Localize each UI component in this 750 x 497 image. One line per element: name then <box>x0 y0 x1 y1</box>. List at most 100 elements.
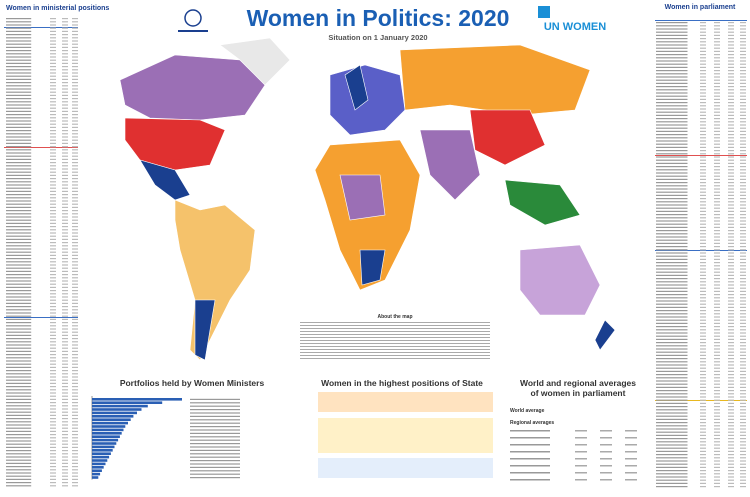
list-row-value <box>72 235 78 237</box>
list-row-value <box>740 457 746 459</box>
list-row-value <box>72 98 78 100</box>
portfolio-bar <box>92 459 108 462</box>
list-row-value <box>72 126 78 128</box>
list-row-text <box>656 194 688 196</box>
avg-row-value <box>600 465 612 467</box>
list-row-value <box>714 380 720 382</box>
portfolio-label <box>190 432 240 434</box>
list-row-value <box>740 63 746 65</box>
portfolio-bar <box>92 438 119 442</box>
list-row-text <box>6 213 32 215</box>
list-row-value <box>740 108 746 110</box>
list-row-value <box>740 41 746 43</box>
list-row-text <box>6 168 32 170</box>
list-row-value <box>62 248 68 250</box>
list-row-value <box>714 367 720 369</box>
list-row-text <box>6 443 32 445</box>
list-row-value <box>62 341 68 343</box>
avg-row-label <box>510 437 550 439</box>
list-row-value <box>62 200 68 202</box>
list-row-value <box>72 315 78 317</box>
list-row-value <box>740 204 746 206</box>
list-row-value <box>72 318 78 320</box>
list-row-value <box>72 62 78 64</box>
list-row-text <box>656 226 688 228</box>
list-row-text <box>656 162 688 164</box>
list-row-value <box>62 398 68 400</box>
list-row-value <box>700 79 706 81</box>
list-row-text <box>656 300 688 302</box>
list-row-value <box>714 242 720 244</box>
list-row-value <box>72 402 78 404</box>
list-row-value <box>50 238 56 240</box>
list-row-value <box>740 434 746 436</box>
list-row-value <box>740 150 746 152</box>
list-row-value <box>714 162 720 164</box>
list-row-value <box>50 190 56 192</box>
list-row-text <box>656 409 688 411</box>
list-row-value <box>700 82 706 84</box>
list-row-text <box>656 262 688 264</box>
list-row-value <box>714 412 720 414</box>
list-row-text <box>656 258 688 260</box>
list-row-value <box>72 395 78 397</box>
list-row-text <box>6 82 32 84</box>
list-row-value <box>728 31 734 33</box>
list-row-value <box>728 354 734 356</box>
list-row-value <box>700 108 706 110</box>
list-row-value <box>50 328 56 330</box>
list-row-value <box>72 261 78 263</box>
list-row-text <box>656 406 688 408</box>
list-row-value <box>50 309 56 311</box>
list-row-value <box>728 332 734 334</box>
list-row-text <box>6 376 32 378</box>
list-row-value <box>700 89 706 91</box>
list-row-value <box>62 309 68 311</box>
list-row-value <box>50 280 56 282</box>
list-row-value <box>700 175 706 177</box>
list-row-value <box>700 198 706 200</box>
list-row-text <box>6 85 32 87</box>
list-row-value <box>50 402 56 404</box>
list-row-value <box>50 264 56 266</box>
list-row-value <box>714 82 720 84</box>
list-row-text <box>6 18 32 20</box>
list-row-value <box>72 274 78 276</box>
list-row-value <box>50 386 56 388</box>
list-row-value <box>62 178 68 180</box>
list-row-text <box>6 98 32 100</box>
list-row-value <box>714 386 720 388</box>
list-row-value <box>700 118 706 120</box>
list-row-value <box>62 366 68 368</box>
list-row-value <box>50 114 56 116</box>
portfolio-label <box>190 415 240 417</box>
list-row-value <box>714 50 720 52</box>
list-row-value <box>740 172 746 174</box>
list-row-text <box>6 242 32 244</box>
list-row-value <box>728 134 734 136</box>
list-row-value <box>62 376 68 378</box>
list-row-text <box>656 210 688 212</box>
list-row-value <box>50 418 56 420</box>
list-row-value <box>700 44 706 46</box>
list-row-value <box>714 217 720 219</box>
list-row-value <box>62 98 68 100</box>
list-row-text <box>656 428 688 430</box>
list-row-value <box>72 114 78 116</box>
list-row-value <box>50 184 56 186</box>
list-row-value <box>714 140 720 142</box>
list-row-value <box>72 485 78 487</box>
list-row-value <box>50 200 56 202</box>
list-row-value <box>714 473 720 475</box>
list-row-value <box>50 21 56 23</box>
list-row-value <box>700 386 706 388</box>
list-row-value <box>728 460 734 462</box>
list-row-value <box>700 351 706 353</box>
list-row-value <box>72 107 78 109</box>
list-row-value <box>72 30 78 32</box>
list-row-value <box>72 40 78 42</box>
list-row-value <box>700 358 706 360</box>
list-row-value <box>72 171 78 173</box>
list-row-text <box>656 242 688 244</box>
list-row-value <box>50 56 56 58</box>
